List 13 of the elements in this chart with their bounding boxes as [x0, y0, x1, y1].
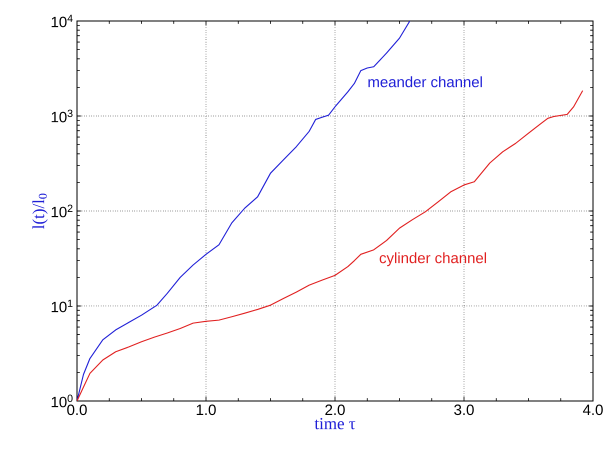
annotation: meander channel	[368, 76, 482, 88]
x-tick-label: 1.0	[196, 404, 216, 416]
x-tick-label: 4.0	[582, 404, 603, 416]
y-tick-label: 10$^{3}$	[52, 110, 73, 122]
x-tick-label: 2.0	[325, 404, 345, 416]
x-axis-title: time τ	[314, 418, 356, 430]
x-tick-label: 3.0	[454, 404, 474, 416]
annotation: cylinder channel	[380, 252, 486, 266]
y-tick-label: 10$^{2}$	[52, 204, 72, 218]
y-tick-label: 10$^{1}$	[52, 300, 72, 312]
y-axis-title: l(t)/l$_{0}$	[32, 194, 48, 229]
y-tick-label: 10$^{4}$	[52, 14, 73, 28]
line-series	[77, 90, 584, 401]
